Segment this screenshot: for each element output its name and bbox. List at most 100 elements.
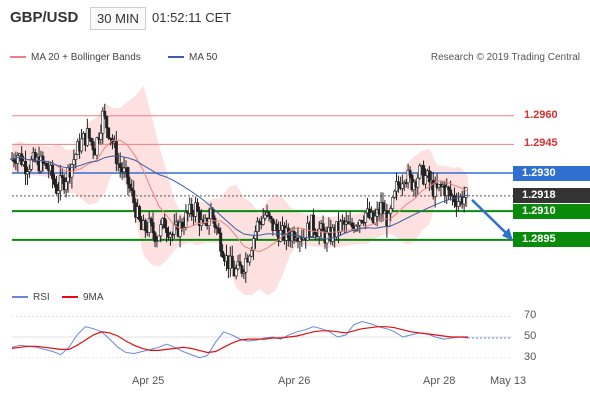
moving-averages	[11, 139, 469, 253]
candle-body	[317, 228, 321, 237]
rsi-tick-70: 70	[524, 309, 537, 322]
candle-body	[404, 182, 408, 184]
candle-body	[373, 215, 377, 224]
candle-body	[197, 210, 201, 226]
candle-body	[20, 153, 24, 165]
candle-body	[275, 223, 279, 231]
forecast-arrow-line	[471, 199, 511, 238]
candle-body	[168, 233, 172, 238]
bollinger-fill	[12, 85, 468, 296]
candle-body	[234, 268, 238, 277]
candle-body	[422, 165, 426, 185]
bollinger-swatch	[10, 56, 26, 59]
candle-body	[423, 175, 427, 185]
x-tick-apr-25: Apr 25	[132, 375, 165, 387]
candle-body	[126, 167, 130, 185]
x-tick-apr-26: Apr 26	[278, 375, 311, 387]
rsi-tick-50: 50	[524, 330, 537, 342]
rsi-panel	[11, 315, 512, 359]
candle-body	[91, 141, 95, 151]
forecast-arrow	[471, 199, 513, 241]
x-tick-apr-28: Apr 28	[423, 375, 456, 387]
candle-body	[447, 186, 451, 191]
candle-body	[358, 220, 362, 226]
candle-body	[462, 197, 466, 205]
candle-body	[393, 190, 397, 198]
candle-body	[80, 138, 84, 152]
legend-rsi: RSI	[12, 292, 50, 303]
level-tag-1.2930: 1.2930	[513, 165, 590, 181]
candle-body	[219, 232, 223, 252]
rsi-ma-label: 9MA	[83, 292, 104, 303]
candle-body	[391, 197, 395, 209]
candle-body	[395, 181, 399, 192]
candle-body	[105, 116, 109, 129]
candle-body	[255, 220, 259, 232]
symbol-title: GBP/USD	[10, 9, 79, 26]
candle-body	[56, 190, 60, 194]
ma20-line	[11, 139, 469, 253]
candles	[10, 103, 468, 283]
candle-body	[29, 158, 33, 170]
candle-body	[242, 271, 246, 274]
candle-body	[33, 151, 37, 162]
bollinger-label: MA 20 + Bollinger Bands	[31, 52, 141, 63]
ma50-line	[11, 155, 469, 240]
candle-body	[25, 171, 29, 175]
rsi-label: RSI	[33, 292, 50, 303]
candle-body	[27, 169, 31, 172]
ma50-label: MA 50	[189, 52, 218, 63]
candle-body	[427, 170, 431, 183]
candle-body	[155, 240, 159, 243]
level-tag-1.2960: 1.2960	[524, 108, 558, 121]
level-tag-1.2945: 1.2945	[524, 137, 558, 150]
candle-body	[362, 221, 366, 224]
rsi-line	[11, 320, 469, 359]
candle-body	[87, 128, 91, 139]
candle-body	[213, 217, 217, 228]
rsi-ma-swatch	[62, 296, 78, 299]
candle-body	[456, 201, 460, 207]
timeframe-selector[interactable]: 30 MIN	[90, 7, 146, 30]
candle-body	[99, 132, 103, 140]
candle-body	[103, 110, 107, 117]
candle-body	[389, 208, 393, 214]
candle-body	[60, 175, 64, 179]
candle-body	[238, 261, 242, 267]
level-tag-1.2910: 1.2910	[513, 203, 590, 219]
candle-body	[387, 213, 391, 227]
candle-body	[143, 220, 147, 231]
candle-body	[159, 224, 163, 237]
rsi-ma-line	[11, 326, 468, 354]
candle-body	[54, 184, 58, 194]
candle-body	[114, 141, 118, 164]
candle-body	[39, 155, 43, 172]
candle-body	[211, 208, 215, 219]
rsi-swatch	[12, 296, 28, 299]
candle-body	[41, 155, 45, 164]
candle-body	[184, 212, 188, 228]
chart-header: GBP/USD 30 MIN 01:52:11 CET	[0, 0, 590, 36]
candle-body	[279, 229, 283, 242]
candle-body	[128, 183, 132, 189]
candle-body	[51, 164, 55, 180]
legend-ma50: MA 50	[168, 52, 217, 63]
candle-body	[321, 223, 325, 232]
candle-body	[400, 183, 404, 189]
candle-body	[325, 232, 329, 244]
candle-body	[53, 178, 57, 185]
candle-body	[165, 227, 169, 233]
candle-body	[64, 181, 68, 191]
candle-body	[381, 202, 385, 214]
level-tag-1.2918: 1.2918	[513, 188, 590, 204]
candle-body	[180, 221, 184, 229]
candle-body	[406, 169, 410, 183]
candle-body	[138, 206, 142, 221]
candle-body	[311, 214, 315, 232]
candle-body	[163, 218, 167, 229]
candle-body	[350, 222, 354, 227]
candle-body	[396, 181, 400, 186]
candle-body	[449, 189, 453, 197]
forecast-arrow-head	[502, 227, 513, 241]
candle-body	[89, 137, 93, 143]
